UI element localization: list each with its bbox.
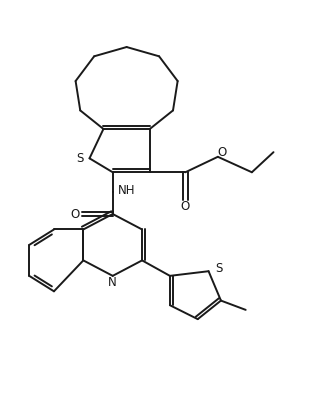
Text: S: S [215,262,222,275]
Text: O: O [217,146,226,159]
Text: S: S [76,152,84,165]
Text: O: O [71,208,80,221]
Text: NH: NH [118,184,135,197]
Text: N: N [108,276,117,289]
Text: O: O [181,201,190,214]
